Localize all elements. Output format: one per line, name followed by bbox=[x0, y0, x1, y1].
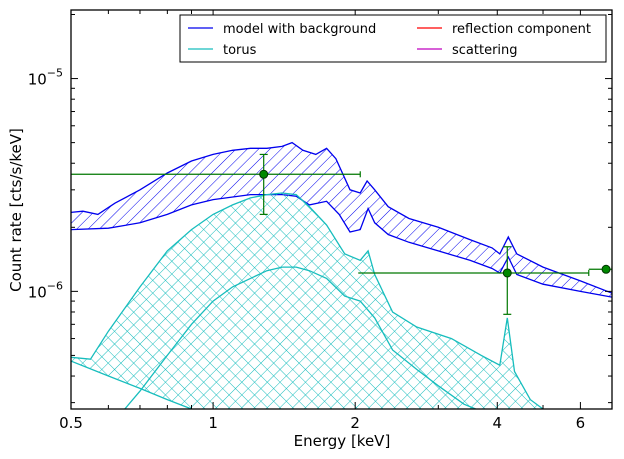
legend-label: scattering bbox=[452, 43, 518, 58]
data-point-2 bbox=[358, 246, 590, 315]
x-tick-label: 6 bbox=[576, 414, 586, 432]
model-with-background-lower-line bbox=[71, 193, 612, 298]
legend-label: torus bbox=[223, 43, 257, 58]
x-tick-label: 0.5 bbox=[59, 414, 83, 432]
torus-upper-line bbox=[71, 192, 544, 409]
legend-label: reflection component bbox=[452, 22, 591, 37]
legend-item-model-with-background: model with background bbox=[188, 22, 376, 37]
y-tick-label: 10−5 bbox=[28, 67, 63, 89]
x-tick-label: 1 bbox=[208, 414, 218, 432]
torus-lower-line bbox=[71, 360, 192, 409]
torus-inner-curve-line bbox=[124, 266, 476, 409]
data-marker bbox=[259, 169, 269, 179]
x-tick-label: 2 bbox=[350, 414, 360, 432]
data-marker bbox=[601, 264, 611, 274]
legend: model with background reflection componen… bbox=[179, 14, 607, 63]
plot-frame bbox=[70, 9, 613, 410]
y-axis-label: Count rate [cts/s/keV] bbox=[7, 128, 25, 292]
model-with-background-upper-line bbox=[71, 141, 612, 294]
legend-box bbox=[179, 14, 607, 63]
y-tick-label: 10−6 bbox=[28, 279, 63, 301]
legend-item-scattering: scattering bbox=[417, 43, 518, 58]
x-axis-label: Energy [keV] bbox=[294, 432, 391, 450]
model-with-background-hatch bbox=[71, 142, 612, 298]
data-point-1 bbox=[71, 153, 361, 215]
legend-item-reflection-component: reflection component bbox=[417, 22, 591, 37]
torus-hatch bbox=[71, 193, 543, 409]
data-point-3 bbox=[588, 264, 612, 274]
x-tick-label: 4 bbox=[493, 414, 503, 432]
data-marker bbox=[502, 268, 512, 278]
legend-label: model with background bbox=[223, 22, 376, 37]
legend-item-torus: torus bbox=[188, 43, 257, 58]
